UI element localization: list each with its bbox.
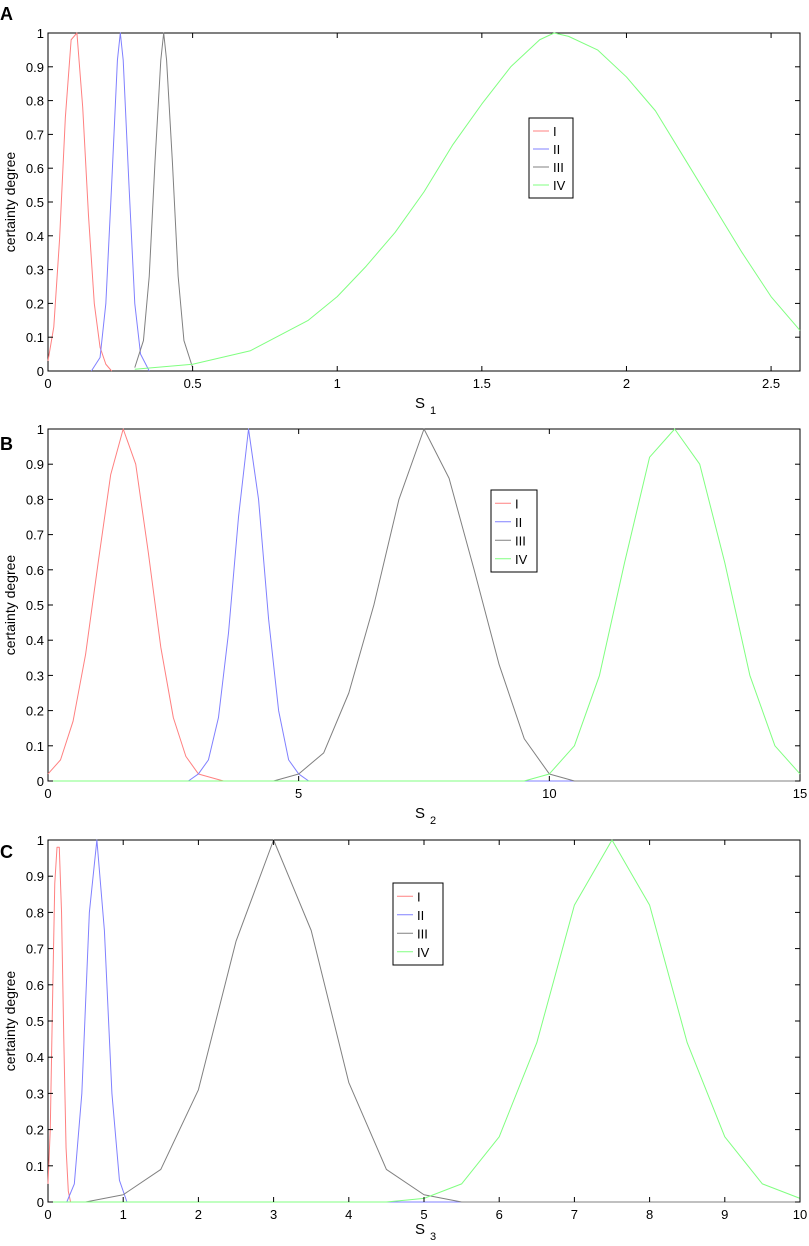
x-tick-label: 0.5: [184, 376, 202, 391]
y-tick-label: 0.6: [26, 161, 44, 176]
legend-label-iv: IV: [553, 178, 566, 193]
x-tick-label: 0: [44, 1207, 51, 1222]
series-line-ii: [90, 32, 150, 372]
series-line-iv: [48, 428, 801, 782]
y-axis-label: certainty degree: [2, 555, 18, 656]
y-tick-label: 0.5: [26, 598, 44, 613]
x-axis-label: S: [415, 805, 425, 822]
y-tick-label: 0.7: [26, 942, 44, 957]
y-tick-label: 0: [37, 1195, 44, 1210]
legend-box: [490, 489, 538, 573]
y-tick-label: 0.2: [26, 296, 44, 311]
x-tick-label: 1.5: [473, 376, 491, 391]
legend-label-iii: III: [553, 160, 564, 175]
y-axis-label: certainty degree: [2, 152, 18, 253]
panel-a: A 0 0.5 1 1.5 2 2.5 0 0.1 0.2 0.3 0.4 0.5 0.6 0.7 0.8 0.…: [0, 4, 801, 417]
y-tick-label: 0.4: [26, 633, 44, 648]
series-line-i: [47, 846, 800, 1203]
x-tick-label: 6: [496, 1207, 503, 1222]
y-tick-label: 0.9: [26, 869, 44, 884]
x-tick-label: 3: [270, 1207, 277, 1222]
x-tick-label: 1: [120, 1207, 127, 1222]
y-tick-label: 0.4: [26, 229, 44, 244]
y-tick-label: 0.3: [26, 1086, 44, 1101]
legend-label-ii: II: [417, 908, 424, 923]
y-tick-label: 1: [37, 26, 44, 41]
panel-label: B: [0, 434, 13, 454]
y-tick-label: 0.2: [26, 1123, 44, 1138]
x-tick-label: 8: [646, 1207, 653, 1222]
legend-label-ii: II: [515, 515, 522, 530]
y-tick-label: 0.2: [26, 704, 44, 719]
legend-label-i: I: [417, 889, 421, 904]
panel-b: B 0 5 10 15 0 0.1 0.2 0.3 0.4 0.5 0.6 0.7 0.8 0.9 1 cert…: [0, 422, 807, 827]
x-tick-label: 2: [195, 1207, 202, 1222]
y-tick-label: 0.6: [26, 563, 44, 578]
x-tick-label: 7: [571, 1207, 578, 1222]
x-axis-label-subscript: 1: [430, 405, 436, 417]
x-tick-label: 10: [793, 1207, 807, 1222]
series-line-ii: [48, 428, 800, 782]
y-tick-label: 0.5: [26, 1014, 44, 1029]
x-axis-label: S: [415, 395, 425, 412]
x-tick-label: 1: [334, 376, 341, 391]
y-tick-label: 0.3: [26, 263, 44, 278]
x-tick-label: 2: [623, 376, 630, 391]
panel-c: C 0 1 2 3 4 5 6 7 8 9 10 0 0.1 0.2 0.3 0.4 0.5 0.6 0.7 0.8 0.…: [0, 833, 807, 1243]
series-line-iv: [134, 32, 801, 370]
panel-label: A: [0, 4, 13, 24]
x-tick-label: 9: [721, 1207, 728, 1222]
x-tick-label: 2.5: [762, 376, 780, 391]
legend-label-iv: IV: [417, 945, 430, 960]
y-tick-label: 0.1: [26, 739, 44, 754]
y-tick-label: 0.7: [26, 127, 44, 142]
y-tick-label: 0.9: [26, 60, 44, 75]
x-tick-label: 5: [420, 1207, 427, 1222]
panel-label: C: [0, 842, 13, 862]
x-tick-label: 10: [542, 786, 556, 801]
y-tick-label: 0: [37, 364, 44, 379]
y-tick-label: 0.8: [26, 492, 44, 507]
x-tick-label: 0: [44, 786, 51, 801]
legend-label-i: I: [515, 496, 519, 511]
legend-label-iv: IV: [515, 552, 528, 567]
plot-area: [47, 428, 801, 782]
series-line-i: [47, 428, 800, 782]
y-axis-label: certainty degree: [2, 971, 18, 1072]
x-tick-label: 0: [44, 376, 51, 391]
x-axis-label: S: [415, 1221, 425, 1238]
x-axis-label-subscript: 2: [430, 815, 436, 827]
legend-box: [528, 117, 574, 199]
y-tick-label: 0.5: [26, 195, 44, 210]
y-tick-label: 0.8: [26, 905, 44, 920]
y-tick-label: 0.9: [26, 457, 44, 472]
y-tick-label: 0: [37, 774, 44, 789]
plot-area: [47, 32, 801, 372]
legend-label-i: I: [553, 124, 557, 139]
legend-label-iii: III: [417, 926, 428, 941]
series-line-ii: [48, 839, 800, 1203]
legend-label-ii: II: [553, 142, 560, 157]
legend-label-iii: III: [515, 533, 526, 548]
y-tick-label: 0.6: [26, 978, 44, 993]
y-tick-label: 0.1: [26, 1159, 44, 1174]
series-line-iii: [134, 32, 194, 368]
y-tick-label: 0.1: [26, 330, 44, 345]
x-axis-label-subscript: 3: [430, 1231, 436, 1243]
series-line-iii: [48, 428, 800, 782]
y-tick-label: 0.4: [26, 1050, 44, 1065]
y-tick-label: 1: [37, 833, 44, 848]
y-tick-label: 0.3: [26, 668, 44, 683]
x-tick-label: 5: [295, 786, 302, 801]
y-tick-label: 0.8: [26, 94, 44, 109]
y-tick-label: 0.7: [26, 528, 44, 543]
x-tick-label: 4: [345, 1207, 352, 1222]
x-tick-label: 15: [793, 786, 807, 801]
y-tick-label: 1: [37, 422, 44, 437]
